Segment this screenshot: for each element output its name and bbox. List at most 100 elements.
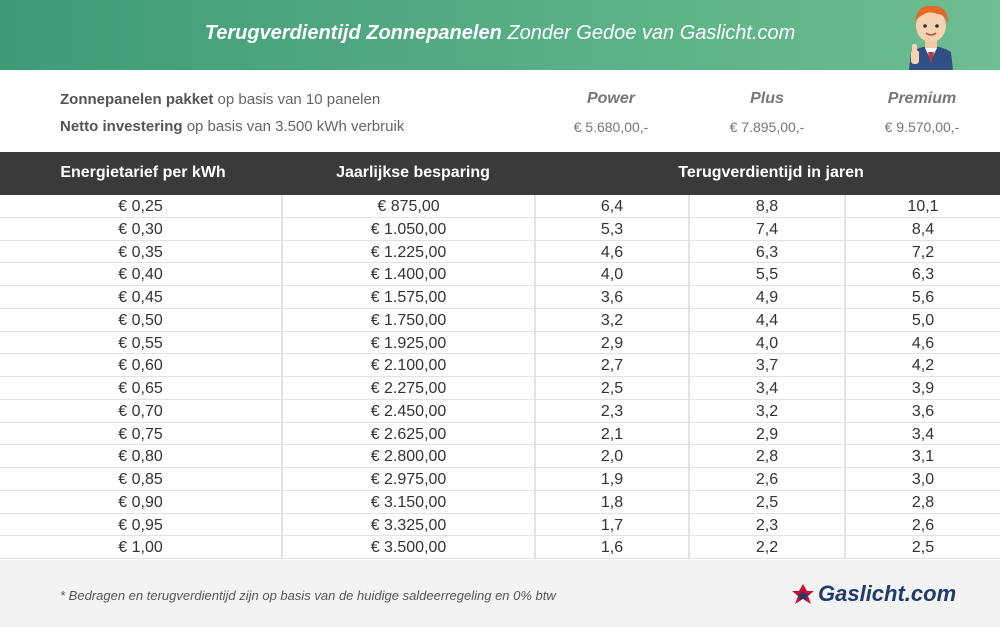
header-banner: Terugverdientijd Zonnepanelen Zonder Ged… — [0, 0, 1000, 70]
cell-payback-plus: 2,2 — [690, 536, 846, 558]
cell-savings: € 3.325,00 — [283, 513, 536, 536]
cell-savings: € 1.750,00 — [283, 308, 536, 331]
cell-payback-power: 1,6 — [536, 536, 690, 558]
table-row: € 0,50 € 1.750,00 3,2 4,4 5,0 — [0, 308, 1000, 332]
cell-tariff: € 1,00 — [0, 536, 283, 558]
cell-tariff: € 0,45 — [0, 286, 283, 308]
cell-payback-plus: 3,4 — [690, 377, 846, 399]
cell-payback-power: 1,7 — [536, 513, 690, 536]
cell-payback-plus: 3,2 — [690, 399, 846, 422]
info-line1-label: Zonnepanelen pakket — [60, 91, 214, 108]
table-row: € 0,85 € 2.975,00 1,9 2,6 3,0 — [0, 468, 1000, 491]
cell-payback-power: 2,7 — [536, 354, 690, 376]
cell-payback-power: 3,2 — [536, 308, 690, 331]
info-line2-label: Netto investering — [60, 118, 183, 135]
table-row: € 0,25 € 875,00 6,4 8,8 10,1 — [0, 195, 1000, 218]
cell-payback-plus: 2,5 — [690, 490, 846, 513]
cell-savings: € 875,00 — [283, 195, 536, 217]
cell-tariff: € 0,60 — [0, 354, 283, 376]
cell-payback-plus: 2,6 — [690, 468, 846, 490]
cell-savings: € 2.625,00 — [283, 422, 536, 445]
cell-payback-power: 2,1 — [536, 422, 690, 445]
package-price: € 5.680,00,- — [573, 119, 649, 135]
cell-payback-plus: 2,9 — [690, 422, 846, 445]
table-row: € 0,55 € 1.925,00 2,9 4,0 4,6 — [0, 331, 1000, 355]
cell-payback-plus: 4,9 — [690, 286, 846, 308]
cell-payback-premium: 5,6 — [911, 289, 935, 306]
table-header: Energietarief per kWh Jaarlijkse bespari… — [0, 152, 1000, 195]
cell-payback-premium: 8,4 — [911, 220, 935, 238]
cell-payback-power: 2,5 — [536, 377, 690, 399]
table-row: € 0,80 € 2.800,00 2,0 2,8 3,1 — [0, 445, 1000, 468]
package-info: Zonnepanelen pakket op basis van 10 pane… — [0, 70, 1000, 152]
cell-tariff: € 0,35 — [0, 240, 283, 263]
table-row: € 0,70 € 2.450,00 2,3 3,2 3,6 — [0, 399, 1000, 423]
cell-payback-premium: 3,4 — [911, 425, 935, 443]
table-row: € 0,65 € 2.275,00 2,5 3,4 3,9 — [0, 377, 1000, 400]
cell-savings: € 1.050,00 — [283, 217, 536, 240]
cell-tariff: € 0,65 — [0, 377, 283, 399]
gaslicht-logo-icon — [792, 584, 814, 604]
package-name: Plus — [750, 90, 784, 107]
footnote: * Bedragen en terugverdientijd zijn op b… — [60, 588, 556, 603]
table-row: € 0,90 € 3.150,00 1,8 2,5 2,8 — [0, 490, 1000, 514]
cell-payback-premium: 6,3 — [911, 266, 935, 284]
cell-payback-premium: 4,2 — [911, 357, 935, 375]
info-line1-text: op basis van 10 panelen — [217, 91, 381, 108]
package-price: € 9.570,00,- — [884, 119, 960, 135]
cell-tariff: € 0,85 — [0, 468, 283, 490]
cell-payback-power: 5,3 — [536, 217, 690, 240]
cell-payback-premium: 4,6 — [911, 334, 935, 352]
cell-payback-power: 4,0 — [536, 263, 690, 285]
cell-payback-power: 2,0 — [536, 445, 690, 467]
cell-payback-premium: 2,6 — [911, 516, 935, 534]
cell-savings: € 3.500,00 — [283, 536, 536, 558]
cell-payback-premium: 2,5 — [911, 539, 935, 557]
cell-payback-premium: 3,6 — [911, 402, 935, 420]
cell-savings: € 3.150,00 — [283, 490, 536, 513]
cell-tariff: € 0,30 — [0, 217, 283, 240]
cell-payback-plus: 2,8 — [690, 445, 846, 467]
package-price: € 7.895,00,- — [729, 119, 805, 135]
title-rest: Zonder Gedoe van Gaslicht.com — [507, 22, 796, 44]
cell-payback-premium: 3,1 — [911, 448, 935, 466]
table-row: € 0,95 € 3.325,00 1,7 2,3 2,6 — [0, 513, 1000, 537]
cell-payback-premium: 2,8 — [911, 493, 935, 511]
table-row: € 0,45 € 1.575,00 3,6 4,9 5,6 — [0, 286, 1000, 309]
cell-payback-plus: 2,3 — [690, 513, 846, 536]
table-row: € 0,35 € 1.225,00 4,6 6,3 7,2 — [0, 240, 1000, 264]
cell-payback-premium: 3,9 — [911, 380, 935, 397]
cell-payback-power: 4,6 — [536, 240, 690, 263]
cell-payback-plus: 4,4 — [690, 308, 846, 331]
footer: * Bedragen en terugverdientijd zijn op b… — [0, 560, 1000, 627]
header-tariff: Energietarief per kWh — [60, 164, 226, 181]
cell-payback-premium: 3,0 — [911, 471, 935, 488]
cell-payback-plus: 8,8 — [690, 195, 846, 217]
cell-savings: € 1.400,00 — [283, 263, 536, 285]
cell-payback-premium: 10,1 — [907, 198, 939, 215]
table-row: € 1,00 € 3.500,00 1,6 2,2 2,5 — [0, 536, 1000, 559]
cell-payback-power: 2,3 — [536, 399, 690, 422]
cell-savings: € 2.975,00 — [283, 468, 536, 490]
table-row: € 0,40 € 1.400,00 4,0 5,5 6,3 — [0, 263, 1000, 286]
cell-savings: € 2.450,00 — [283, 399, 536, 422]
table-row: € 0,75 € 2.625,00 2,1 2,9 3,4 — [0, 422, 1000, 446]
cell-savings: € 2.800,00 — [283, 445, 536, 467]
cell-payback-premium: 5,0 — [911, 311, 935, 329]
cell-payback-power: 1,9 — [536, 468, 690, 490]
title-bold: Terugverdientijd Zonnepanelen — [204, 22, 502, 44]
cell-tariff: € 0,95 — [0, 513, 283, 536]
cell-savings: € 1.925,00 — [283, 331, 536, 354]
cell-payback-plus: 5,5 — [690, 263, 846, 285]
cell-savings: € 1.225,00 — [283, 240, 536, 263]
cell-tariff: € 0,75 — [0, 422, 283, 445]
mascot-thumbs-up-icon — [895, 0, 967, 70]
cell-savings: € 2.275,00 — [283, 377, 536, 399]
cell-tariff: € 0,90 — [0, 490, 283, 513]
package-name: Power — [586, 90, 635, 107]
cell-payback-plus: 3,7 — [690, 354, 846, 376]
page-title: Terugverdientijd Zonnepanelen Zonder Ged… — [0, 22, 1000, 45]
cell-tariff: € 0,25 — [0, 195, 283, 217]
cell-tariff: € 0,70 — [0, 399, 283, 422]
cell-tariff: € 0,55 — [0, 331, 283, 354]
